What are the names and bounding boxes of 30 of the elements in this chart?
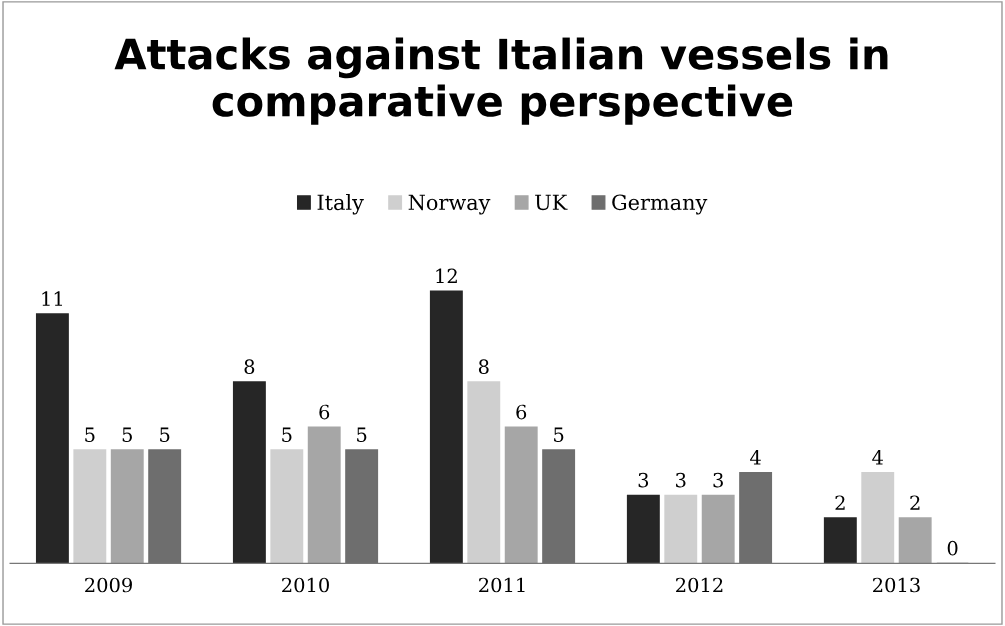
x-tick-label: 2012 bbox=[676, 577, 723, 593]
data-label: 5 bbox=[357, 427, 367, 443]
data-label: 0 bbox=[947, 540, 958, 556]
chart-title: Attacks against Italian vessels in comparative perspective bbox=[114, 37, 888, 125]
data-label: 5 bbox=[160, 427, 170, 443]
data-label: 5 bbox=[85, 427, 95, 443]
data-label: 4 bbox=[750, 450, 761, 465]
data-label: 3 bbox=[638, 472, 649, 488]
data-label: 8 bbox=[244, 359, 255, 375]
legend-label: Norway bbox=[408, 194, 491, 215]
x-tick-label: 2009 bbox=[85, 577, 132, 593]
legend-label: Italy bbox=[317, 194, 364, 215]
data-label: 8 bbox=[478, 359, 489, 375]
data-label: 12 bbox=[436, 268, 457, 284]
data-label: 3 bbox=[676, 472, 686, 488]
data-label: 4 bbox=[872, 450, 883, 465]
data-label: 2 bbox=[835, 495, 845, 510]
data-label: 2 bbox=[910, 495, 920, 510]
x-tick-label: 2013 bbox=[873, 577, 920, 593]
legend-label: Germany bbox=[612, 194, 708, 215]
x-tick-label: 2010 bbox=[282, 577, 329, 593]
data-label: 6 bbox=[319, 404, 330, 420]
x-tick-label: 2011 bbox=[479, 577, 525, 593]
data-label: 5 bbox=[282, 427, 292, 443]
data-label: 5 bbox=[122, 427, 132, 443]
data-label: 5 bbox=[554, 427, 564, 443]
legend-label: UK bbox=[535, 194, 568, 211]
data-label: 3 bbox=[713, 472, 723, 488]
data-label: 11 bbox=[42, 291, 63, 306]
data-label: 6 bbox=[516, 404, 527, 420]
